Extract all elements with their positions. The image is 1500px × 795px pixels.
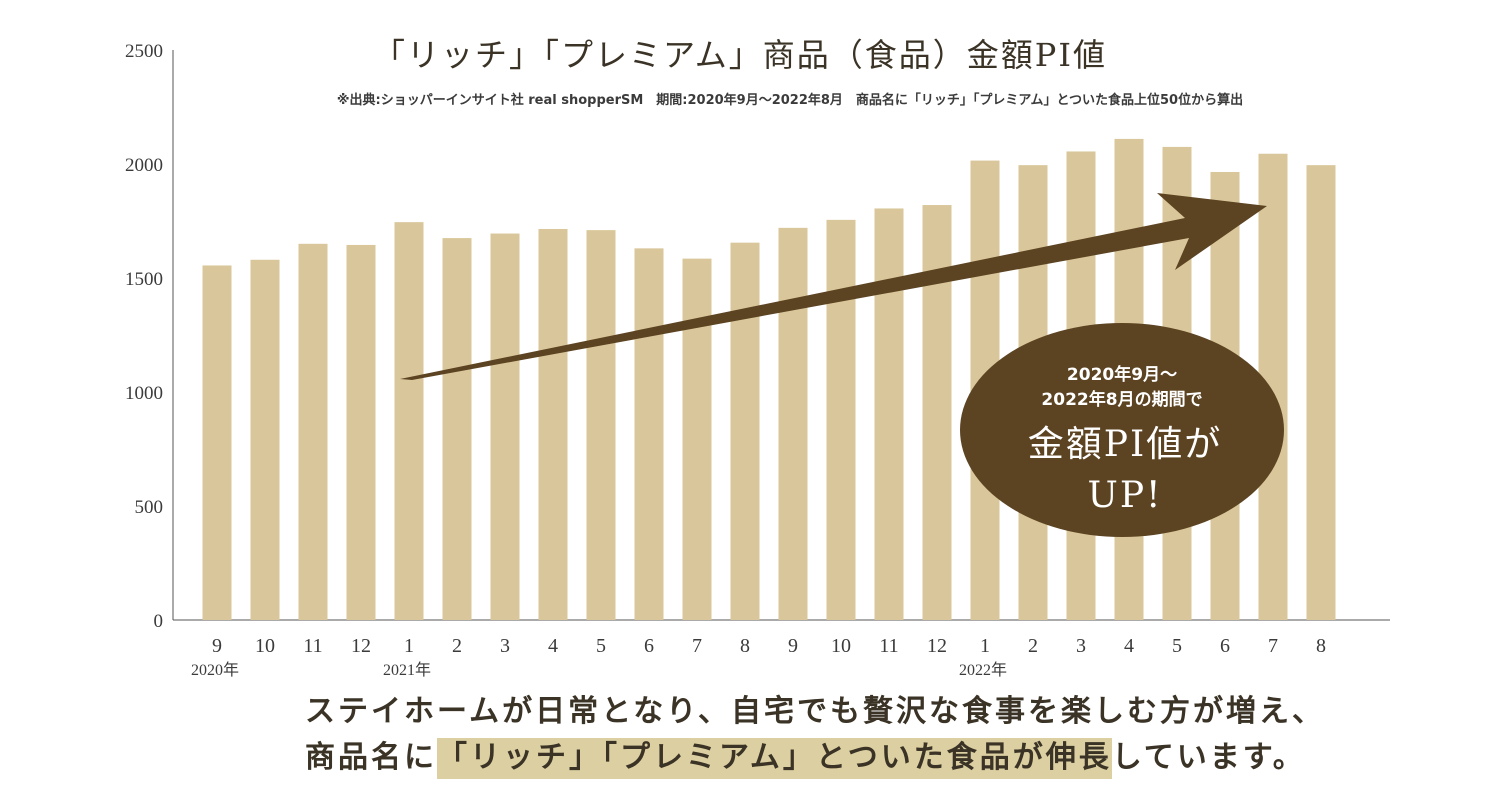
bar-10 [682, 258, 712, 620]
x-tick-label: 8 [740, 635, 750, 657]
x-tick-label: 12 [927, 635, 947, 657]
caption-highlight: 「リッチ」「プレミアム」とついた食品が伸長 [437, 738, 1112, 779]
caption-line-2-start: 商品名に [305, 740, 437, 775]
x-tick-label: 4 [1124, 635, 1134, 657]
annotation-line-2: 2022年8月の期間で [1041, 389, 1202, 410]
bar-14 [874, 208, 904, 620]
y-tick-label: 1500 [125, 269, 163, 290]
bar-12 [778, 227, 808, 620]
y-tick-label: 500 [135, 497, 164, 518]
trend-arrow-icon [400, 193, 1267, 380]
x-tick-label: 8 [1316, 635, 1326, 657]
x-tick-label: 6 [644, 635, 654, 657]
bar-5 [442, 238, 472, 620]
x-tick-label: 12 [351, 635, 371, 657]
bar-8 [586, 230, 616, 620]
source-note: ※出典:ショッパーインサイト社 real shopperSM 期間:2020年9… [337, 92, 1243, 108]
x-tick-label: 3 [1076, 635, 1086, 657]
chart-title: 「リッチ」「プレミアム」商品（食品）金額PI値 [373, 36, 1107, 74]
bar-9 [634, 248, 664, 621]
x-tick-label: 9 [788, 635, 798, 657]
bar-11 [730, 242, 760, 620]
x-tick-label: 7 [692, 635, 702, 657]
x-tick-label: 10 [255, 635, 275, 657]
bar-2 [298, 243, 328, 621]
bar-7 [538, 228, 568, 621]
bar-4 [394, 222, 424, 620]
annotation-line-3: 金額PI値が [1028, 424, 1222, 465]
chart-bars [202, 138, 1336, 621]
y-tick-label: 2500 [125, 41, 163, 62]
bar-0 [202, 265, 232, 620]
x-tick-label: 5 [1172, 635, 1182, 657]
x-tick-label: 5 [596, 635, 606, 657]
bar-23 [1306, 165, 1336, 620]
bar-3 [346, 244, 376, 620]
annotation-bubble [960, 323, 1284, 537]
x-tick-label: 11 [879, 635, 898, 657]
year-label: 2022年 [959, 661, 1007, 679]
x-tick-label: 1 [404, 635, 414, 657]
x-tick-label: 6 [1220, 635, 1230, 657]
bar-6 [490, 233, 520, 621]
y-tick-label: 2000 [125, 155, 163, 176]
x-tick-label: 2 [1028, 635, 1038, 657]
x-tick-label: 9 [212, 635, 222, 657]
x-tick-label: 1 [980, 635, 990, 657]
year-label: 2020年 [191, 661, 239, 679]
annotation-line-4: UP! [1087, 475, 1162, 516]
caption-line-2-end: しています。 [1111, 740, 1306, 775]
x-tick-label: 11 [303, 635, 322, 657]
bar-13 [826, 219, 856, 621]
x-tick-label: 2 [452, 635, 462, 657]
bar-1 [250, 259, 280, 620]
x-tick-label: 3 [500, 635, 510, 657]
x-tick-label: 7 [1268, 635, 1278, 657]
annotation-line-1: 2020年9月〜 [1067, 364, 1177, 385]
caption-line-2: 商品名に「リッチ」「プレミアム」とついた食品が伸長しています。 [305, 732, 1495, 779]
caption-line-1: ステイホームが日常となり、自宅でも贅沢な食事を楽しむ方が増え、 [305, 694, 1325, 729]
year-label: 2021年 [383, 661, 431, 679]
y-tick-label: 1000 [125, 383, 163, 404]
x-tick-label: 10 [831, 635, 851, 657]
y-tick-label: 0 [154, 611, 164, 632]
x-tick-label: 4 [548, 635, 558, 657]
